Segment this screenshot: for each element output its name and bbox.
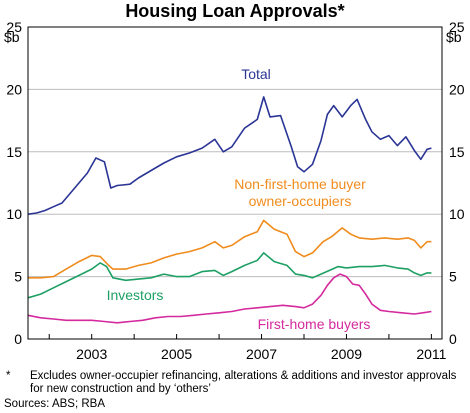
- footnote-marker: *: [6, 370, 11, 382]
- x-tick-label: 2003: [76, 346, 107, 362]
- unit-left-label: $b: [4, 29, 20, 45]
- x-tick-label: 2007: [246, 346, 277, 362]
- series-label-1: Non-first-home buyer owner-occupiers: [234, 176, 366, 209]
- y-tick-label-left: 15: [6, 144, 22, 160]
- plot-frame: [27, 26, 443, 340]
- series-line-3: [27, 273, 432, 324]
- y-tick-label-left: 10: [6, 206, 22, 222]
- gridlines: [28, 88, 442, 278]
- y-tick-label-right: 10: [449, 206, 465, 222]
- footnote-text: Excludes owner-occupier refinancing, alt…: [30, 370, 457, 395]
- axis-ticks: 0 0 5 5 10 10 15 15 20 20 25 25 2003 2005 2007 2009 2011: [6, 19, 464, 362]
- x-tick-label: 2009: [331, 346, 362, 362]
- unit-right-label: $b: [446, 29, 462, 45]
- y-tick-label-right: 0: [449, 331, 457, 347]
- y-tick-label-left: 0: [14, 331, 22, 347]
- series-line-2: [27, 252, 432, 299]
- y-tick-label-right: 15: [449, 144, 465, 160]
- y-tick-label-left: 5: [14, 269, 22, 285]
- series-line-0: [27, 96, 432, 215]
- y-tick-label-left: 25: [6, 19, 22, 35]
- sources-note: Sources: ABS; RBA: [4, 398, 105, 410]
- y-tick-label-right: 20: [449, 81, 465, 97]
- x-tick-label: 2005: [161, 346, 192, 362]
- series-lines: [27, 96, 432, 324]
- y-tick-label-left: 20: [6, 81, 22, 97]
- x-tick-label: 2011: [416, 346, 446, 362]
- footnote: * Excludes owner-occupier refinancing, a…: [4, 370, 466, 396]
- series-line-1: [28, 219, 432, 279]
- y-tick-label-right: 5: [449, 269, 457, 285]
- series-label-0: Total: [241, 66, 271, 82]
- line-chart: Total Non-first-home buyer owner-occupiers…: [4, 19, 465, 362]
- series-label-3: First-home buyers: [258, 316, 371, 332]
- series-labels: Total Non-first-home buyer owner-occupiers…: [107, 66, 371, 332]
- y-tick-label-right: 25: [449, 19, 465, 35]
- series-label-2: Investors: [107, 287, 164, 303]
- chart-title: Housing Loan Approvals*: [125, 1, 345, 21]
